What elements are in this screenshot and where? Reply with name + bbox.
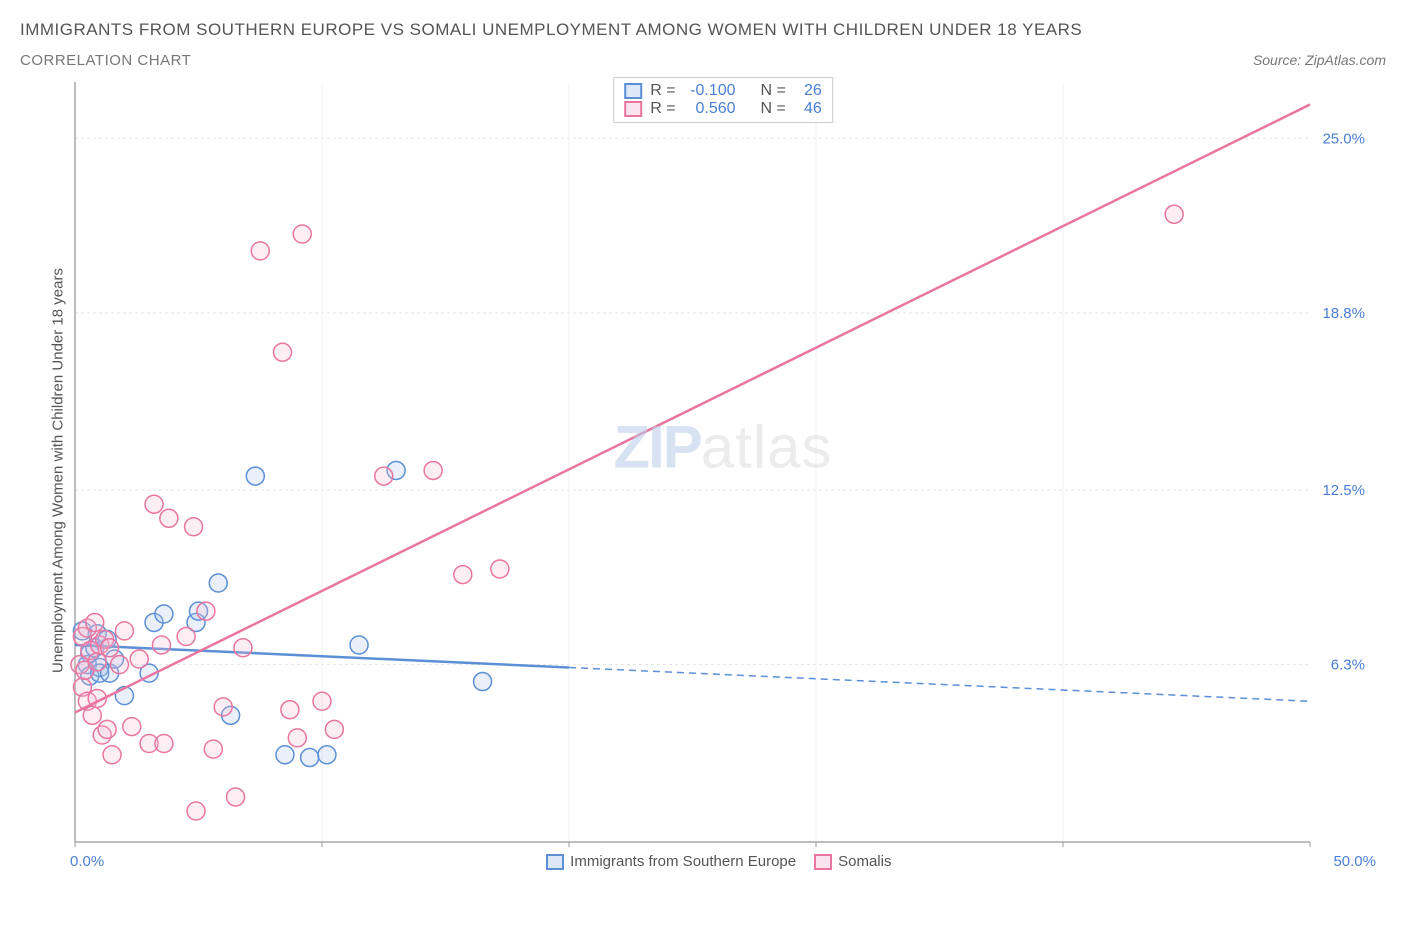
data-point xyxy=(454,566,472,584)
data-point xyxy=(273,343,291,361)
legend-swatch xyxy=(624,101,642,117)
data-point xyxy=(155,734,173,752)
trend-line-extrapolated xyxy=(569,667,1310,701)
legend-swatch xyxy=(546,854,564,870)
data-point xyxy=(204,740,222,758)
stats-legend-row: R = 0.560 N = 46 xyxy=(624,100,822,118)
data-point xyxy=(491,560,509,578)
stat-r-label: R = xyxy=(650,82,675,100)
data-point xyxy=(350,636,368,654)
source-attribution: Source: ZipAtlas.com xyxy=(1253,52,1386,68)
data-point xyxy=(83,706,101,724)
bottom-legend: Immigrants from Southern Europe Somalis xyxy=(546,853,891,870)
stats-legend: R = -0.100 N = 26 R = 0.560 N = 46 xyxy=(613,77,833,123)
y-tick-label: 12.5% xyxy=(1322,482,1365,499)
data-point xyxy=(288,729,306,747)
data-point xyxy=(98,720,116,738)
data-point xyxy=(160,509,178,527)
y-axis-label: Unemployment Among Women with Children U… xyxy=(50,268,67,673)
chart-subtitle: CORRELATION CHART xyxy=(20,52,191,69)
data-point xyxy=(101,639,119,657)
stat-n-value: 46 xyxy=(794,100,822,118)
data-point xyxy=(103,746,121,764)
subtitle-row: CORRELATION CHART Source: ZipAtlas.com xyxy=(20,52,1386,69)
stats-legend-row: R = -0.100 N = 26 xyxy=(624,82,822,100)
data-point xyxy=(234,639,252,657)
data-point xyxy=(177,628,195,646)
stat-r-value: -0.100 xyxy=(684,82,736,100)
data-point xyxy=(293,225,311,243)
data-point xyxy=(155,605,173,623)
data-point xyxy=(474,673,492,691)
plot-area: Unemployment Among Women with Children U… xyxy=(70,77,1376,847)
data-point xyxy=(187,802,205,820)
stat-r-value: 0.560 xyxy=(684,100,736,118)
x-tick-min: 0.0% xyxy=(70,853,104,870)
data-point xyxy=(197,602,215,620)
data-point xyxy=(246,467,264,485)
x-axis-row: 0.0% Immigrants from Southern Europe Soma… xyxy=(70,853,1376,870)
scatter-plot-svg: 6.3% 12.5% 18.8% 25.0% xyxy=(70,77,1370,847)
data-point xyxy=(209,574,227,592)
data-point xyxy=(301,749,319,767)
trend-line xyxy=(75,105,1310,713)
data-point xyxy=(115,622,133,640)
data-point xyxy=(214,698,232,716)
y-tick-label: 6.3% xyxy=(1331,657,1365,674)
legend-swatch xyxy=(624,83,642,99)
legend-item: Immigrants from Southern Europe xyxy=(546,853,796,870)
x-tick-max: 50.0% xyxy=(1333,853,1376,870)
data-point xyxy=(424,461,442,479)
legend-label: Immigrants from Southern Europe xyxy=(570,853,796,870)
data-point xyxy=(88,653,106,671)
stat-n-value: 26 xyxy=(794,82,822,100)
stat-n-label: N = xyxy=(760,82,785,100)
y-tick-label: 18.8% xyxy=(1322,305,1365,322)
data-point xyxy=(325,720,343,738)
data-point xyxy=(1165,205,1183,223)
chart-title: IMMIGRANTS FROM SOUTHERN EUROPE VS SOMAL… xyxy=(20,20,1386,40)
y-tick-label: 25.0% xyxy=(1322,130,1365,147)
data-point xyxy=(185,518,203,536)
correlation-chart-container: IMMIGRANTS FROM SOUTHERN EUROPE VS SOMAL… xyxy=(20,20,1386,870)
data-point xyxy=(123,718,141,736)
data-point xyxy=(110,656,128,674)
stat-n-label: N = xyxy=(760,100,785,118)
data-point xyxy=(152,636,170,654)
data-point xyxy=(276,746,294,764)
data-point xyxy=(145,495,163,513)
stat-r-label: R = xyxy=(650,100,675,118)
data-point xyxy=(86,613,104,631)
legend-swatch xyxy=(814,854,832,870)
data-point xyxy=(318,746,336,764)
data-point xyxy=(313,692,331,710)
legend-label: Somalis xyxy=(838,853,891,870)
data-point xyxy=(375,467,393,485)
legend-item: Somalis xyxy=(814,853,891,870)
data-point xyxy=(251,242,269,260)
data-point xyxy=(227,788,245,806)
data-point xyxy=(130,650,148,668)
data-point xyxy=(281,701,299,719)
